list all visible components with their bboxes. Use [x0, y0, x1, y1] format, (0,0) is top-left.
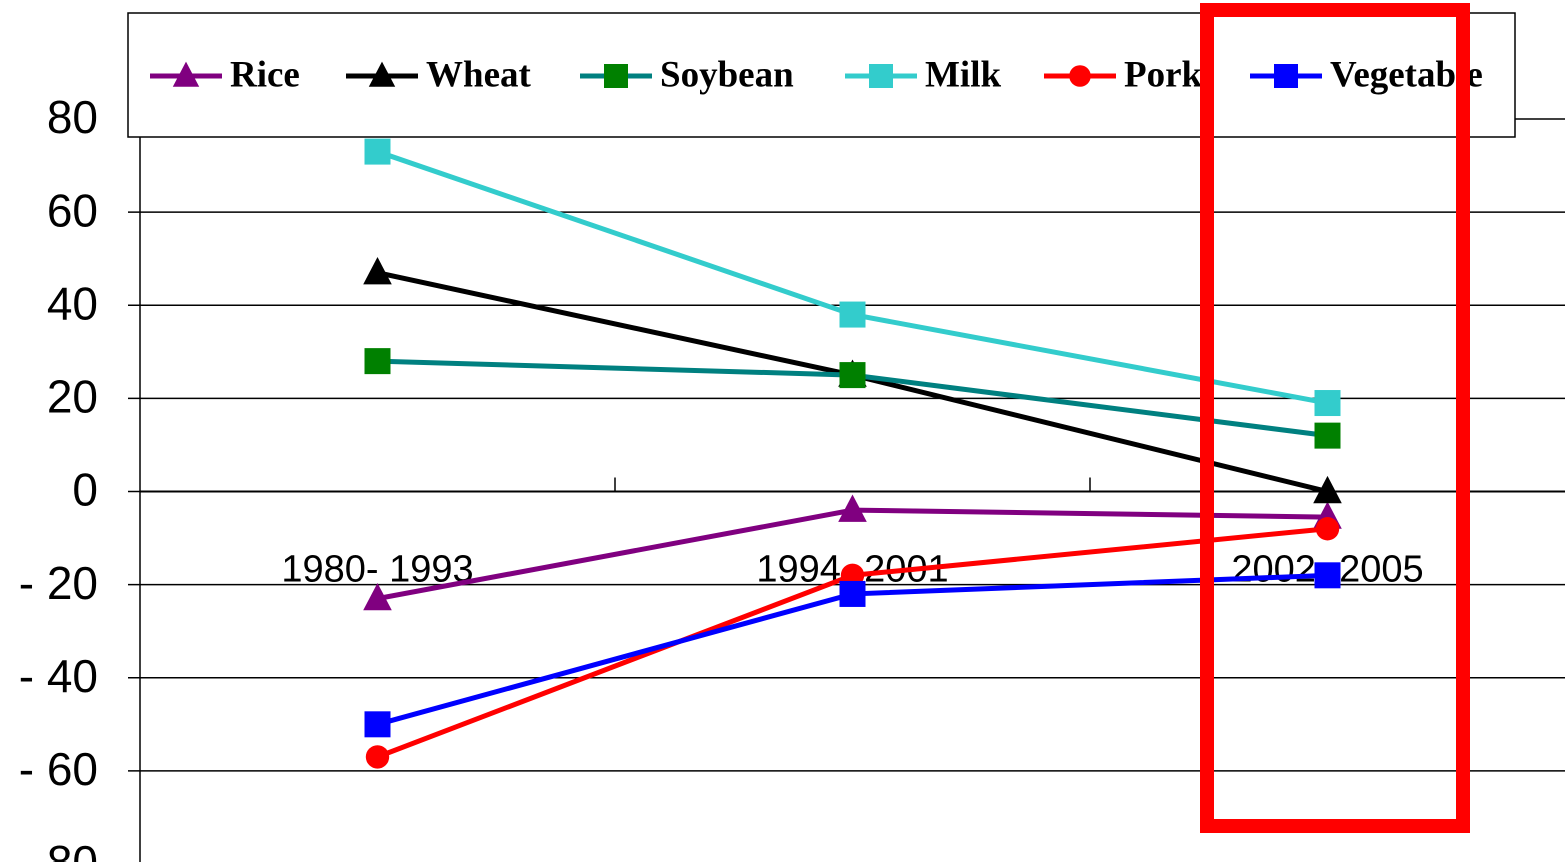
y-tick-label: 40 — [47, 277, 98, 329]
y-tick-label: - 80 — [19, 836, 98, 862]
marker — [364, 348, 391, 375]
legend: Rice Wheat Soybean Milk Pork Vegetable — [127, 12, 1516, 138]
legend-label: Pork — [1124, 54, 1203, 95]
y-tick-label: 20 — [47, 371, 98, 423]
y-tick-label: - 40 — [19, 650, 98, 702]
y-tick-label: - 20 — [19, 557, 98, 609]
highlight-box — [1200, 3, 1470, 833]
legend-marker — [172, 61, 200, 87]
series — [364, 562, 1341, 738]
y-tick-label: - 60 — [19, 743, 98, 795]
series — [364, 348, 1341, 449]
marker — [1314, 562, 1341, 589]
y-tick-label: 0 — [72, 464, 98, 516]
legend-label: Milk — [925, 54, 1001, 95]
legend-marker — [1069, 65, 1091, 87]
marker — [839, 362, 866, 389]
y-tick-label: 60 — [47, 184, 98, 236]
marker — [839, 301, 866, 328]
marker — [364, 711, 391, 738]
series — [364, 138, 1341, 417]
marker — [838, 494, 867, 522]
legend-marker — [368, 61, 396, 87]
marker — [364, 138, 391, 165]
marker — [365, 745, 390, 769]
legend-marker — [604, 64, 628, 88]
marker — [1315, 517, 1340, 541]
legend-marker — [869, 64, 893, 88]
marker — [839, 580, 866, 607]
marker — [363, 257, 392, 285]
marker — [1313, 475, 1342, 504]
marker — [1314, 422, 1341, 449]
marker — [363, 582, 392, 611]
marker — [1314, 390, 1341, 417]
legend-label: Wheat — [426, 54, 532, 95]
y-tick-label: 80 — [47, 91, 98, 143]
legend-label: Rice — [230, 54, 300, 95]
legend-label: Soybean — [660, 54, 794, 95]
legend-marker — [1274, 64, 1298, 88]
